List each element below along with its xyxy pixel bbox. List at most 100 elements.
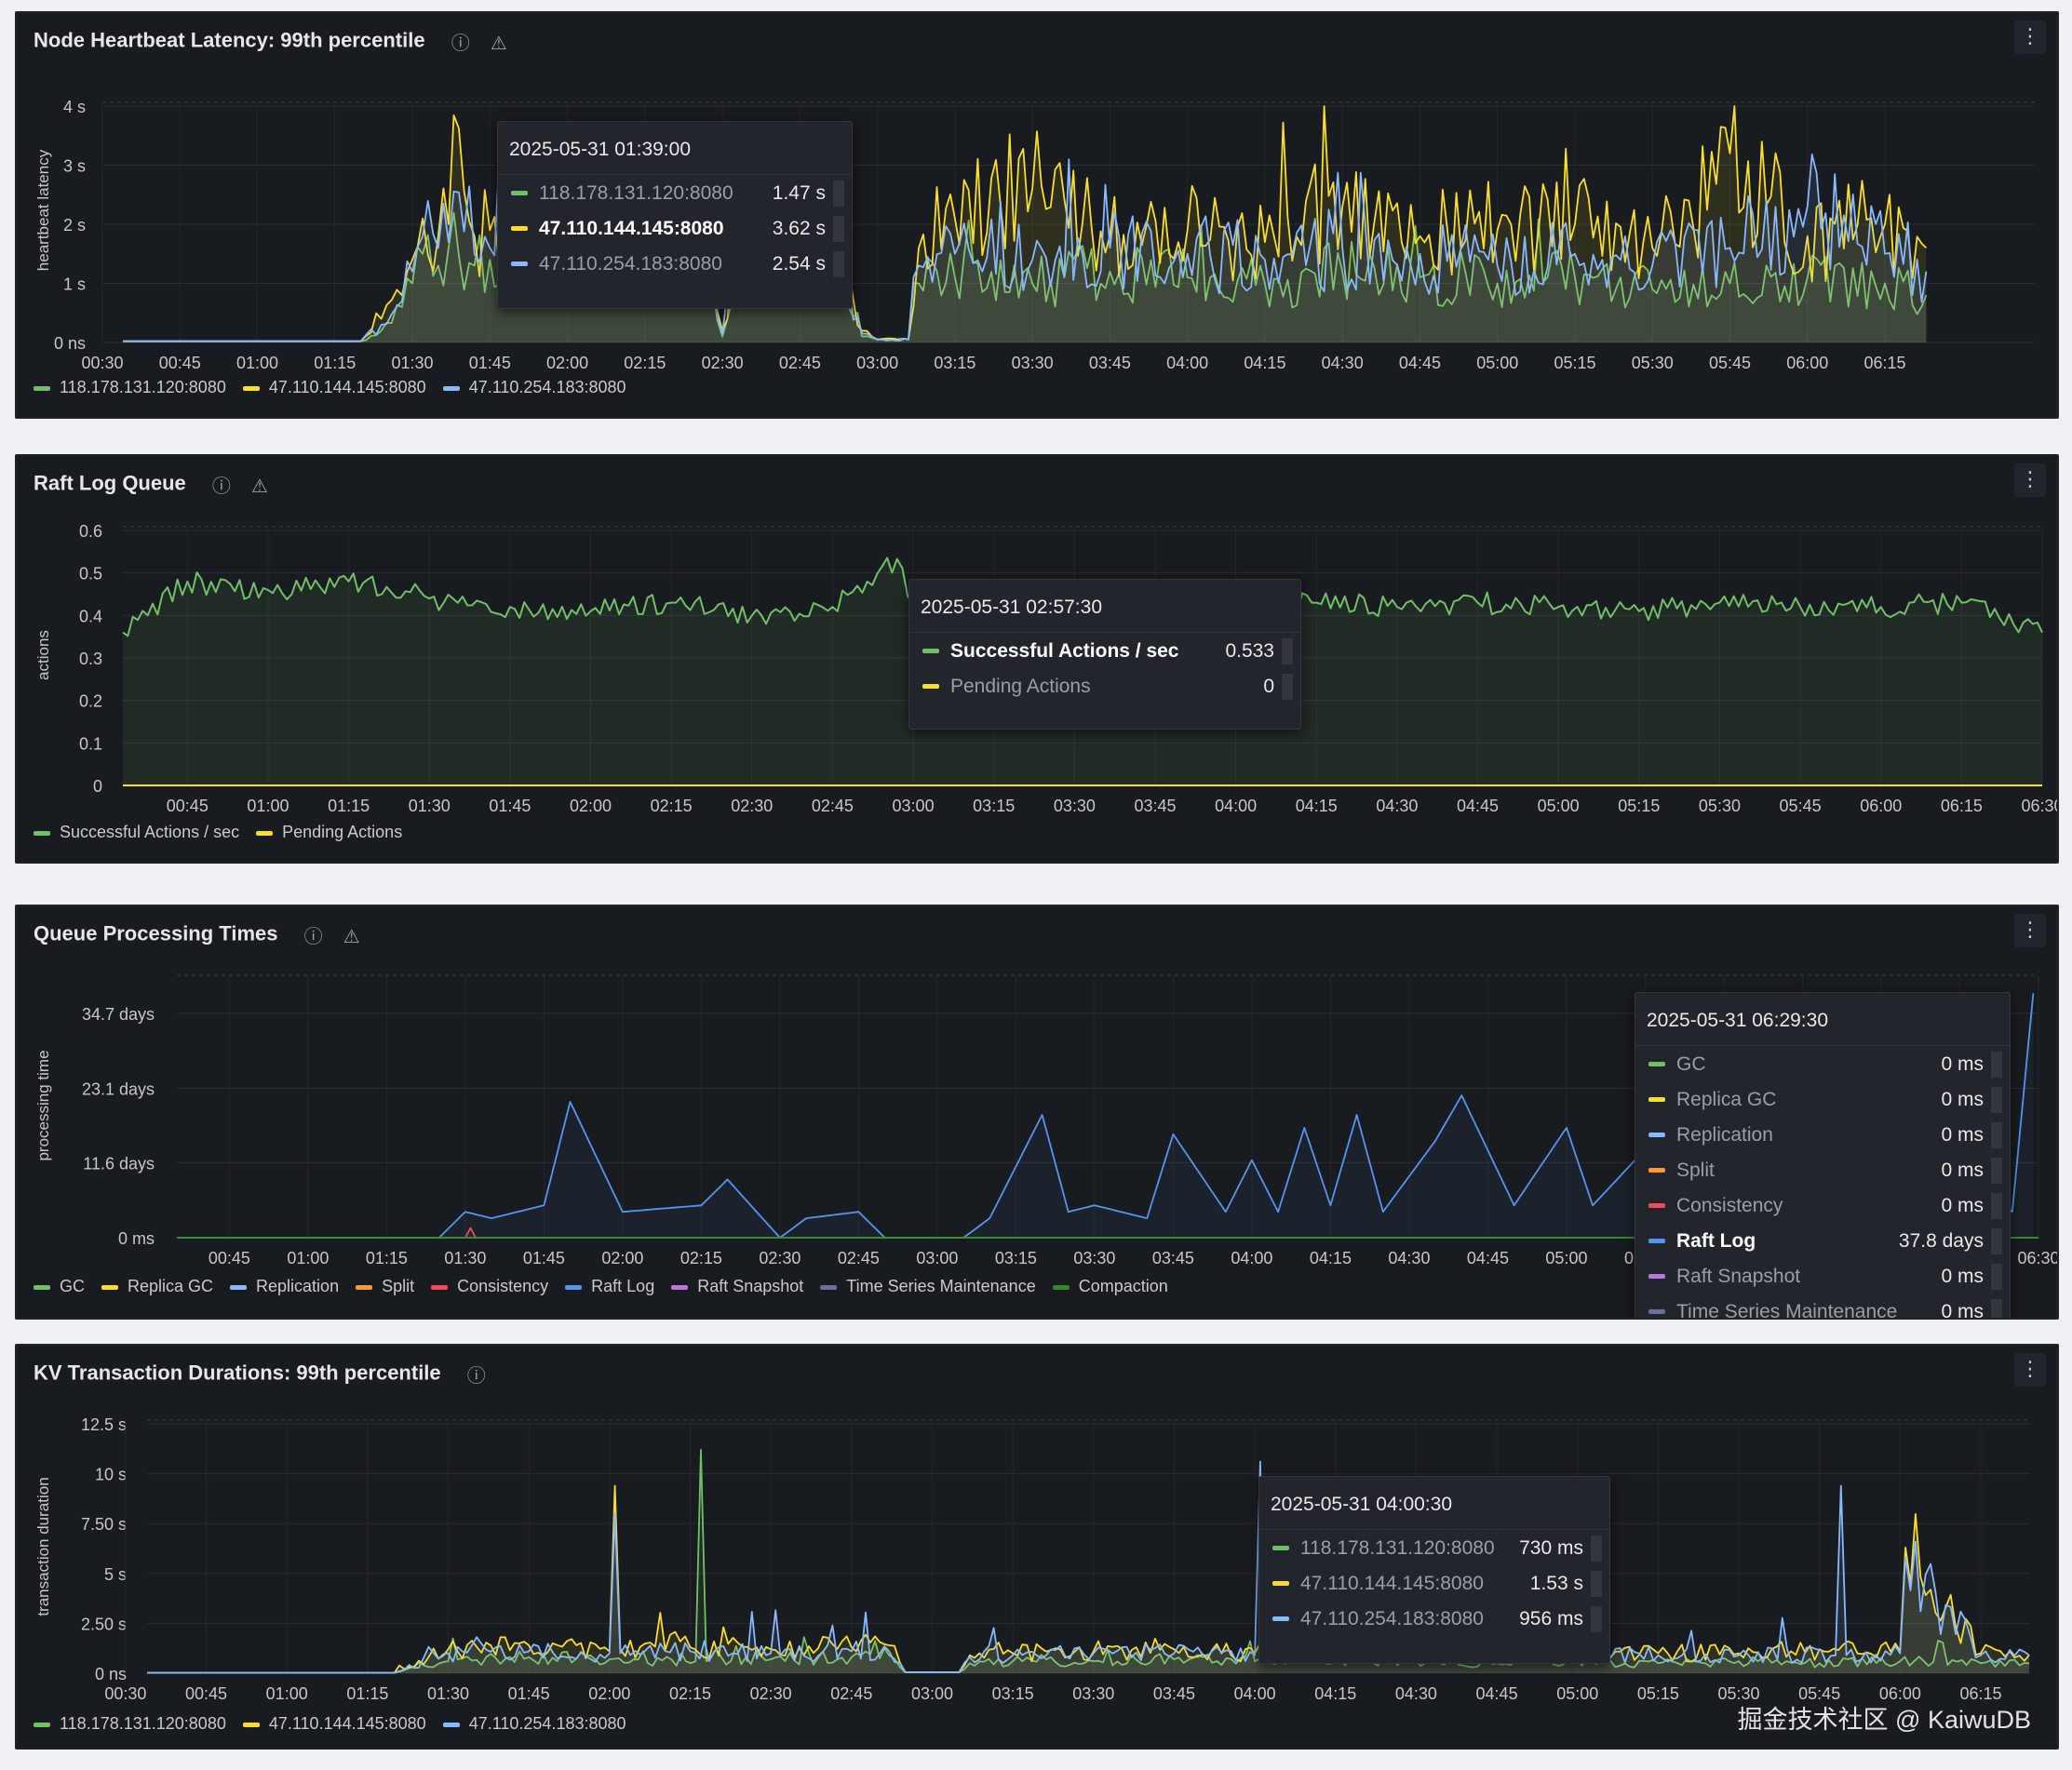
tooltip-value: 0 ms: [1941, 1089, 1984, 1110]
y-tick-label: 0 ms: [118, 1229, 155, 1248]
tooltip-series-name: GC: [1676, 1053, 1706, 1075]
tooltip-series-name: Raft Log: [1676, 1230, 1756, 1252]
legend-item[interactable]: 118.178.131.120:8080: [34, 1714, 226, 1734]
y-tick-label: 0: [93, 777, 102, 796]
x-tick-label: 03:45: [1152, 1249, 1194, 1267]
y-tick-label: 4 s: [63, 98, 86, 116]
x-tick-label: 04:00: [1234, 1684, 1276, 1703]
x-tick-label: 02:15: [651, 797, 693, 815]
legend-label: Raft Log: [591, 1277, 655, 1295]
tooltip-bar: [1991, 1087, 2002, 1113]
tooltip-series-name: Split: [1676, 1160, 1715, 1181]
info-icon[interactable]: ⓘ: [451, 34, 470, 54]
tooltip-series-name: Consistency: [1676, 1195, 1783, 1216]
tooltip-series-name: Time Series Maintenance: [1676, 1301, 1898, 1320]
tooltip-row: 47.110.144.145:8080 3.62 s: [498, 210, 852, 246]
legend-swatch: [34, 1722, 50, 1727]
tooltip-value: 730 ms: [1519, 1537, 1583, 1559]
x-tick-label: 03:00: [856, 354, 898, 372]
tooltip-bar: [1991, 1299, 2002, 1318]
x-tick-label: 03:15: [992, 1684, 1034, 1703]
x-tick-label: 02:45: [812, 797, 854, 815]
x-tick-label: 06:30: [2021, 797, 2057, 815]
legend-item[interactable]: Consistency: [431, 1277, 548, 1296]
tooltip-value: 956 ms: [1519, 1608, 1583, 1629]
legend-label: Successful Actions / sec: [60, 823, 240, 841]
x-tick-label: 01:00: [287, 1249, 329, 1267]
x-tick-label: 01:30: [409, 797, 451, 815]
x-tick-label: 05:45: [1709, 354, 1751, 372]
x-tick-label: 06:15: [1864, 354, 1906, 372]
x-tick-label: 04:30: [1376, 797, 1418, 815]
legend-item[interactable]: GC: [34, 1277, 85, 1296]
panel-menu-button[interactable]: ⋮: [2014, 463, 2046, 497]
legend-label: Consistency: [457, 1277, 549, 1295]
x-tick-label: 05:45: [1780, 797, 1822, 815]
legend-item[interactable]: 47.110.144.145:8080: [242, 1714, 426, 1734]
kv-transaction-chart[interactable]: 0 ns 2.50 s 5 s 7.50 s 10 s 12.5 s 00:30 00:45 0…: [17, 1346, 2057, 1748]
tooltip-swatch: [1648, 1274, 1665, 1279]
x-tick-label: 01:00: [247, 797, 289, 815]
heartbeat-latency-chart[interactable]: 0 ns 1 s 2 s 3 s 4 s 00:30 00:45 01:00 01:15 01:3…: [17, 13, 2057, 417]
y-tick-label: 0.3: [79, 650, 102, 668]
legend-item[interactable]: 47.110.254.183:8080: [442, 378, 626, 397]
series-line: [123, 105, 1928, 342]
legend-item[interactable]: Successful Actions / sec: [34, 823, 239, 842]
x-tick-label: 05:00: [1538, 797, 1580, 815]
legend-item[interactable]: Raft Log: [565, 1277, 654, 1296]
tooltip-value: 0.533: [1225, 640, 1274, 662]
x-tick-label: 01:45: [489, 797, 531, 815]
legend-item[interactable]: Replication: [230, 1277, 339, 1296]
legend-item[interactable]: 118.178.131.120:8080: [34, 378, 226, 397]
y-axis-label: processing time: [34, 1050, 52, 1160]
tooltip-time: 2025-05-31 01:39:00: [498, 122, 852, 175]
x-tick-label: 00:30: [81, 354, 123, 372]
x-tick-label: 04:45: [1467, 1249, 1509, 1267]
legend-swatch: [34, 830, 50, 836]
legend-swatch: [256, 830, 274, 836]
warning-icon[interactable]: ⚠: [490, 34, 507, 54]
x-tick-label: 03:15: [973, 797, 1015, 815]
tooltip-row: Pending Actions 0: [909, 668, 1300, 704]
tooltip-series-name: 47.110.254.183:8080: [539, 253, 722, 275]
panel-menu-button[interactable]: ⋮: [2014, 20, 2046, 54]
x-tick-label: 04:45: [1399, 354, 1441, 372]
legend-item[interactable]: Compaction: [1052, 1277, 1168, 1296]
info-icon[interactable]: ⓘ: [303, 927, 323, 947]
x-tick-label: 02:15: [669, 1684, 711, 1703]
x-tick-label: 03:15: [995, 1249, 1037, 1267]
x-tick-label: 04:45: [1476, 1684, 1518, 1703]
info-icon[interactable]: ⓘ: [211, 476, 231, 497]
panel-menu-button[interactable]: ⋮: [2014, 914, 2046, 947]
panel-title: Queue Processing Times ⓘ ⚠: [34, 921, 381, 948]
legend-item[interactable]: Pending Actions: [256, 823, 402, 842]
x-tick-label: 00:45: [209, 1249, 250, 1267]
legend-item[interactable]: Raft Snapshot: [671, 1277, 803, 1296]
x-tick-label: 01:45: [523, 1249, 565, 1267]
tooltip-bar: [833, 181, 844, 207]
legend-swatch: [671, 1284, 689, 1290]
info-icon[interactable]: ⓘ: [466, 1366, 486, 1387]
legend-swatch: [34, 385, 50, 391]
x-tick-label: 03:45: [1153, 1684, 1195, 1703]
x-tick-label: 01:00: [236, 354, 278, 372]
legend-swatch: [356, 1284, 373, 1290]
legend-item[interactable]: 47.110.254.183:8080: [442, 1714, 626, 1734]
tooltip-bar: [1282, 638, 1293, 664]
legend-item[interactable]: Replica GC: [101, 1277, 213, 1296]
y-tick-label: 0.5: [79, 565, 102, 583]
y-tick-label: 11.6 days: [83, 1154, 155, 1173]
legend-item[interactable]: Split: [356, 1277, 414, 1296]
legend-item[interactable]: Time Series Maintenance: [820, 1277, 1036, 1296]
x-tick-label: 05:15: [1637, 1684, 1679, 1703]
warning-icon[interactable]: ⚠: [343, 927, 360, 947]
tooltip-swatch: [1648, 1309, 1665, 1314]
panel-menu-button[interactable]: ⋮: [2014, 1353, 2046, 1387]
x-tick-label: 05:00: [1545, 1249, 1587, 1267]
warning-icon[interactable]: ⚠: [250, 476, 268, 497]
tooltip-series-name: Replication: [1676, 1124, 1773, 1146]
x-tick-label: 05:15: [1554, 354, 1595, 372]
series-area: [464, 1227, 477, 1238]
legend-item[interactable]: 47.110.144.145:8080: [242, 378, 426, 397]
tooltip-bar: [1991, 1158, 2002, 1184]
